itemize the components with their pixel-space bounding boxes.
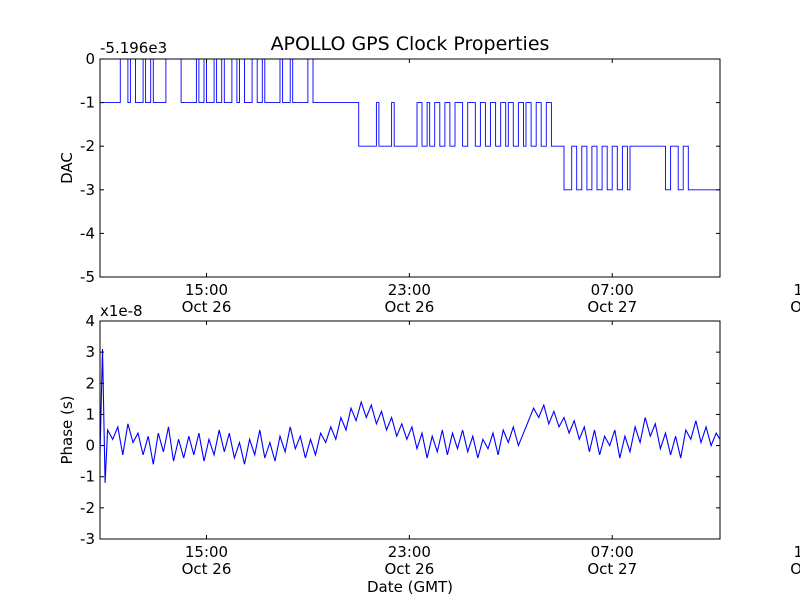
phase-y-tick-label: -3 xyxy=(80,530,95,548)
phase-x-tick-date-label: Oct 26 xyxy=(384,560,434,578)
dac-x-tick-time-label: 23:00 xyxy=(388,281,431,299)
phase-y-tick-label: -2 xyxy=(80,499,95,517)
phase-y-tick-label: 1 xyxy=(85,405,95,423)
dac-x-tick-time-label: 15:00 xyxy=(793,281,800,299)
dac-x-tick-time-label: 15:00 xyxy=(185,281,228,299)
phase-x-tick-date-label: Oct 27 xyxy=(790,560,800,578)
phase-x-tick-time-label: 07:00 xyxy=(591,543,634,561)
dac-x-tick-time-label: 07:00 xyxy=(591,281,634,299)
chart-title: APOLLO GPS Clock Properties xyxy=(271,33,550,55)
phase-y-tick-label: 0 xyxy=(85,437,95,455)
dac-axes-frame xyxy=(99,58,721,278)
phase-x-tick-time-label: 15:00 xyxy=(185,543,228,561)
phase-y-tick-label: 2 xyxy=(85,374,95,392)
dac-y-tick-label: -2 xyxy=(80,137,95,155)
phase-x-tick-time-label: 23:00 xyxy=(388,543,431,561)
phase-series-line xyxy=(100,348,720,483)
dac-y-axis-label: DAC xyxy=(58,152,76,184)
dac-x-tick-date-label: Oct 27 xyxy=(587,298,637,316)
phase-x-tick-date-label: Oct 26 xyxy=(182,560,232,578)
phase-x-axis-label: Date (GMT) xyxy=(367,578,453,596)
dac-x-tick-date-label: Oct 26 xyxy=(182,298,232,316)
phase-x-tick-time-label: 15:00 xyxy=(793,543,800,561)
phase-y-tick-label: 3 xyxy=(85,343,95,361)
phase-y-axis-label: Phase (s) xyxy=(58,395,76,464)
dac-series-line xyxy=(100,59,720,277)
phase-axes-frame xyxy=(99,320,721,540)
phase-y-tick-label: 4 xyxy=(85,312,95,330)
phase-x-tick-date-label: Oct 27 xyxy=(587,560,637,578)
dac-y-tick-label: -3 xyxy=(80,181,95,199)
dac-y-tick-label: -5 xyxy=(80,268,95,286)
dac-y-tick-label: 0 xyxy=(85,50,95,68)
dac-x-tick-date-label: Oct 27 xyxy=(790,298,800,316)
dac-x-tick-date-label: Oct 26 xyxy=(384,298,434,316)
phase-y-tick-label: -1 xyxy=(80,468,95,486)
dac-y-tick-label: -1 xyxy=(80,94,95,112)
dac-offset-label: -5.196e3 xyxy=(100,39,167,57)
phase-panel: x1e-8 Phase (s) Date (GMT) 4 3 2 1 0 -1 -2 -3 15… xyxy=(58,302,800,596)
dac-y-tick-label: -4 xyxy=(80,224,95,242)
phase-offset-label: x1e-8 xyxy=(100,302,143,320)
